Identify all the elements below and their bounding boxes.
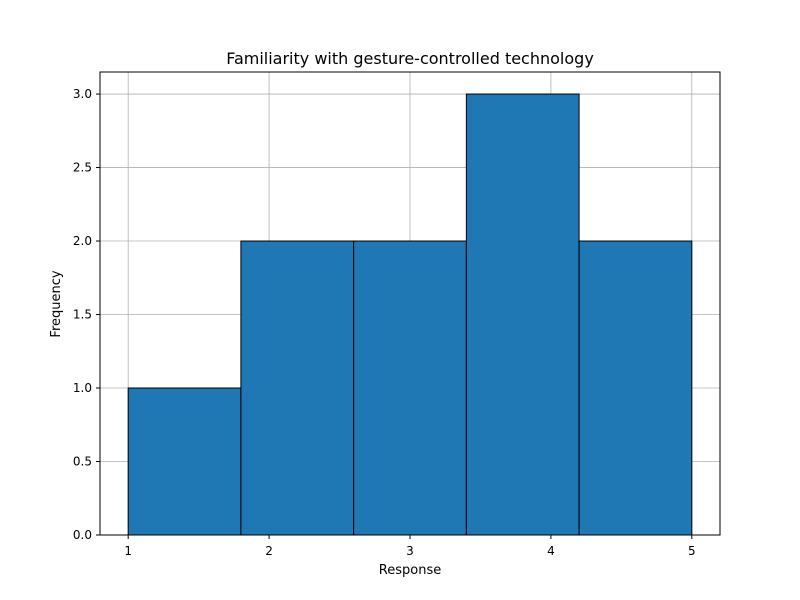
y-tick-label-6: 3.0	[73, 87, 92, 101]
y-tick-label-0: 0.0	[73, 528, 92, 542]
y-axis-ticks: 0.0 0.5 1.0 1.5 2.0 2.5 3.0	[73, 87, 100, 542]
y-tick-label-3: 1.5	[73, 308, 92, 322]
histogram-bar-4	[465, 93, 580, 536]
y-axis-label: Frequency	[49, 270, 64, 337]
y-tick-label-5: 2.5	[73, 161, 92, 175]
chart-title: Familiarity with gesture-controlled tech…	[226, 49, 594, 68]
y-tick-label-1: 0.5	[73, 455, 92, 469]
x-tick-label-2: 3	[406, 544, 414, 558]
histogram-bars	[127, 93, 693, 536]
histogram-bar-2	[240, 240, 355, 536]
x-axis-label: Response	[379, 563, 441, 578]
y-tick-label-2: 1.0	[73, 381, 92, 395]
x-tick-label-3: 4	[547, 544, 555, 558]
histogram-bar-1	[127, 387, 242, 536]
x-tick-label-4: 5	[688, 544, 696, 558]
x-tick-label-1: 2	[265, 544, 273, 558]
y-tick-label-4: 2.0	[73, 234, 92, 248]
histogram-bar-3	[353, 240, 467, 536]
x-tick-label-0: 1	[124, 544, 132, 558]
histogram-bar-5	[578, 240, 693, 536]
x-axis-ticks: 1 2 3 4 5	[124, 535, 696, 558]
